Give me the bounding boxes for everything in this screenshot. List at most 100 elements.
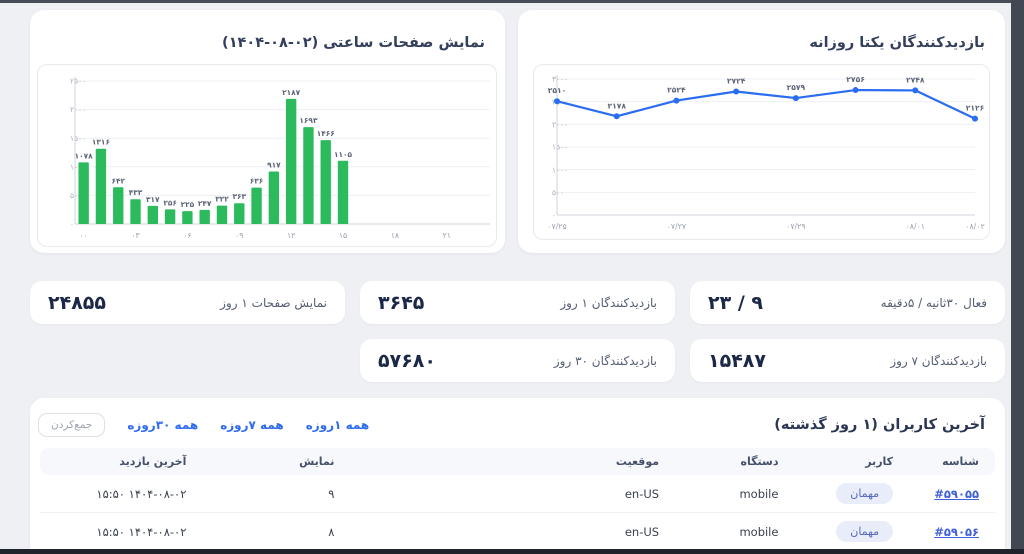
stat-visitors-1day: بازدیدکنندگان ۱ روز ۳۶۴۵ bbox=[360, 281, 675, 324]
views-cell: ۹ bbox=[328, 486, 335, 501]
user-id-link[interactable]: #۵۹۰۵۶ bbox=[934, 524, 979, 539]
svg-text:۲۵۱۰: ۲۵۱۰ bbox=[548, 86, 567, 95]
svg-text:۱۰۰۰: ۱۰۰۰ bbox=[70, 162, 86, 171]
col-last-visit: آخرین بازدید bbox=[40, 448, 203, 475]
hourly-pageviews-card: نمایش صفحات ساعتی (۰۲-۰۸-۱۴۰۴) ۰ ۵۰۰ ۱۰۰۰ ۱… bbox=[30, 10, 505, 253]
stat-label: بازدیدکنندگان ۷ روز bbox=[890, 353, 987, 368]
svg-text:۲۵۰۰: ۲۵۰۰ bbox=[70, 76, 86, 85]
last-visit-cell: ۱۴۰۴-۰۸-۰۲ ۱۵:۵۰ bbox=[96, 486, 187, 501]
charts-row: بازدیدکنندگان یکتا روزانه ۰ ۵۰۰ ۱۰۰۰ ۱۵۰۰ ۲۰… bbox=[30, 10, 1005, 253]
stat-value: ۲۴۸۵۵ bbox=[48, 291, 106, 314]
stat-label: بازدیدکنندگان ۱ روز bbox=[560, 295, 657, 310]
svg-text:۰: ۰ bbox=[70, 219, 74, 228]
svg-text:۲۷۵۶: ۲۷۵۶ bbox=[846, 75, 865, 84]
svg-text:۰۸/۰۲: ۰۸/۰۲ bbox=[965, 222, 984, 231]
last-visit-cell: ۱۴۰۴-۰۸-۰۲ ۱۵:۵۰ bbox=[40, 512, 203, 549]
svg-text:۱۸: ۱۸ bbox=[391, 231, 399, 240]
col-location: موقعیت bbox=[350, 448, 676, 475]
table-filters: همه ۱روزه همه ۷روزه همه ۳۰روزه جمع‌کردن bbox=[38, 413, 369, 437]
hourly-pageviews-title: نمایش صفحات ساعتی (۰۲-۰۸-۱۴۰۴) bbox=[222, 35, 485, 51]
recent-users-header: آخرین کاربران (۱ روز گذشته) همه ۱روزه هم… bbox=[30, 398, 1005, 448]
svg-text:۵۰۰: ۵۰۰ bbox=[70, 191, 82, 200]
svg-text:۱۵۰۰: ۱۵۰۰ bbox=[552, 142, 568, 151]
location-cell: en-US bbox=[350, 512, 676, 549]
col-device: دستگاه bbox=[675, 448, 795, 475]
svg-text:۱۵: ۱۵ bbox=[339, 231, 347, 240]
filter-all-7day[interactable]: همه ۷روزه bbox=[220, 418, 284, 432]
stat-value: ۱۵۴۸۷ bbox=[708, 349, 766, 372]
daily-visitors-card: بازدیدکنندگان یکتا روزانه ۰ ۵۰۰ ۱۰۰۰ ۱۵۰۰ ۲۰… bbox=[518, 10, 1005, 253]
svg-text:۱۳۱۶: ۱۳۱۶ bbox=[92, 137, 110, 146]
stat-visitors-30day: بازدیدکنندگان ۳۰ روز ۵۷۶۸۰ bbox=[360, 339, 675, 382]
svg-text:۶۴۲: ۶۴۲ bbox=[111, 176, 125, 185]
recent-users-title: آخرین کاربران (۱ روز گذشته) bbox=[774, 417, 985, 433]
window-edge-top bbox=[0, 0, 1024, 3]
filter-all-30day[interactable]: همه ۳۰روزه bbox=[127, 418, 199, 432]
svg-text:۲۱۷۸: ۲۱۷۸ bbox=[607, 101, 626, 110]
dashboard: بازدیدکنندگان یکتا روزانه ۰ ۵۰۰ ۱۰۰۰ ۱۵۰۰ ۲۰… bbox=[0, 3, 1011, 549]
svg-text:۰۶: ۰۶ bbox=[183, 231, 191, 240]
svg-text:۶۳۶: ۶۳۶ bbox=[250, 176, 264, 185]
table-header-row: شناسه کاربر دستگاه موقعیت نمایش آخرین با… bbox=[40, 448, 995, 475]
recent-users-table: شناسه کاربر دستگاه موقعیت نمایش آخرین با… bbox=[30, 448, 1005, 549]
svg-text:۱۶۹۳: ۱۶۹۳ bbox=[299, 116, 318, 125]
svg-text:۲۱: ۲۱ bbox=[443, 231, 451, 240]
svg-text:۰۷/۲۹: ۰۷/۲۹ bbox=[786, 222, 805, 231]
stat-visitors-7day: بازدیدکنندگان ۷ روز ۱۵۴۸۷ bbox=[690, 339, 1005, 382]
device-cell: mobile bbox=[739, 486, 779, 501]
svg-text:۱۱۰۵: ۱۱۰۵ bbox=[334, 149, 353, 158]
svg-text:۲۷۲۴: ۲۷۲۴ bbox=[727, 76, 746, 85]
svg-text:۲۵۶: ۲۵۶ bbox=[163, 198, 177, 207]
daily-visitors-title: بازدیدکنندگان یکتا روزانه bbox=[809, 35, 985, 51]
svg-text:۱۰۰۰: ۱۰۰۰ bbox=[552, 165, 568, 174]
svg-text:۲۲۵: ۲۲۵ bbox=[181, 200, 195, 209]
window-edge-right bbox=[1011, 0, 1024, 554]
window-edge-bottom bbox=[0, 549, 1024, 554]
stat-label: نمایش صفحات ۱ روز bbox=[220, 295, 327, 310]
svg-text:۲۵۷۹: ۲۵۷۹ bbox=[787, 83, 806, 92]
svg-text:۲۵۲۴: ۲۵۲۴ bbox=[667, 85, 686, 94]
svg-text:۲۰۰۰: ۲۰۰۰ bbox=[552, 119, 568, 128]
guest-badge: مهمان bbox=[836, 521, 894, 542]
user-id-link[interactable]: #۵۹۰۵۵ bbox=[934, 486, 979, 501]
svg-text:۰: ۰ bbox=[552, 210, 556, 219]
svg-text:۵۰۰: ۵۰۰ bbox=[552, 187, 564, 196]
svg-text:۰۳: ۰۳ bbox=[131, 231, 139, 240]
svg-text:۱۴۶۶: ۱۴۶۶ bbox=[317, 129, 335, 138]
col-user: کاربر bbox=[794, 448, 910, 475]
svg-text:۱۵۰۰: ۱۵۰۰ bbox=[70, 133, 86, 142]
svg-text:۴۳۳: ۴۳۳ bbox=[129, 188, 143, 197]
svg-text:۹۱۷: ۹۱۷ bbox=[267, 160, 281, 169]
col-id: شناسه bbox=[909, 448, 995, 475]
stat-value: ۵۷۶۸۰ bbox=[378, 349, 436, 372]
filter-all-1day[interactable]: همه ۱روزه bbox=[305, 418, 370, 432]
svg-text:۲۱۸۷: ۲۱۸۷ bbox=[282, 87, 301, 96]
views-cell: ۸ bbox=[202, 512, 351, 549]
stat-label: فعال ۳۰ثانیه / ۵دقیقه bbox=[880, 295, 987, 310]
device-cell: mobile bbox=[675, 512, 795, 549]
svg-text:۰۷/۲۵: ۰۷/۲۵ bbox=[547, 222, 566, 231]
svg-text:۲۰۰۰: ۲۰۰۰ bbox=[70, 105, 86, 114]
collapse-button[interactable]: جمع‌کردن bbox=[38, 413, 106, 437]
svg-text:۲۱۲۶: ۲۱۲۶ bbox=[966, 103, 985, 112]
svg-text:۰۷/۲۷: ۰۷/۲۷ bbox=[667, 222, 686, 231]
daily-visitors-chart: ۰ ۵۰۰ ۱۰۰۰ ۱۵۰۰ ۲۰۰۰ ۲۵۰۰ ۳۰۰۰ ۲۵۱۰ ۲۱۷۸ ۲۵۲۴ ۲۷۲۴… bbox=[533, 63, 990, 240]
location-cell: en-US bbox=[624, 486, 660, 501]
svg-text:۲۷۴۸: ۲۷۴۸ bbox=[906, 75, 925, 84]
stat-value: ۹ / ۲۳ bbox=[708, 291, 763, 314]
svg-text:۰۸/۰۱: ۰۸/۰۱ bbox=[906, 222, 925, 231]
guest-badge: مهمان bbox=[836, 483, 894, 504]
stat-active-users: فعال ۳۰ثانیه / ۵دقیقه ۹ / ۲۳ bbox=[690, 281, 1005, 324]
svg-text:۱۰۷۸: ۱۰۷۸ bbox=[75, 151, 94, 160]
svg-text:۱۲: ۱۲ bbox=[287, 231, 295, 240]
hourly-pageviews-chart: ۰ ۵۰۰ ۱۰۰۰ ۱۵۰۰ ۲۰۰۰ ۲۵۰۰ ۱۰۷۸ ۱۳۱۶ ۶۴۲ ۴۳۳ ۳۱۷ ۲۵۶… bbox=[37, 63, 497, 247]
svg-text:۲۴۷: ۲۴۷ bbox=[198, 198, 212, 207]
stats-grid: فعال ۳۰ثانیه / ۵دقیقه ۹ / ۲۳ بازدیدکنندگ… bbox=[30, 281, 1005, 382]
svg-text:۳۶۳: ۳۶۳ bbox=[232, 192, 246, 201]
svg-text:۳۰۰۰: ۳۰۰۰ bbox=[552, 74, 568, 83]
table-row: #۵۹۰۵۶ مهمان mobile en-US ۸ ۱۴۰۴-۰۸-۰۲ ۱… bbox=[40, 512, 995, 549]
svg-text:۰۰: ۰۰ bbox=[79, 231, 87, 240]
stat-value: ۳۶۴۵ bbox=[378, 291, 425, 314]
table-row: #۵۹۰۵۵ مهمان mobile en-US ۹ ۱۴۰۴-۰۸-۰۲ ۱… bbox=[40, 475, 995, 513]
stat-label: بازدیدکنندگان ۳۰ روز bbox=[553, 353, 657, 368]
